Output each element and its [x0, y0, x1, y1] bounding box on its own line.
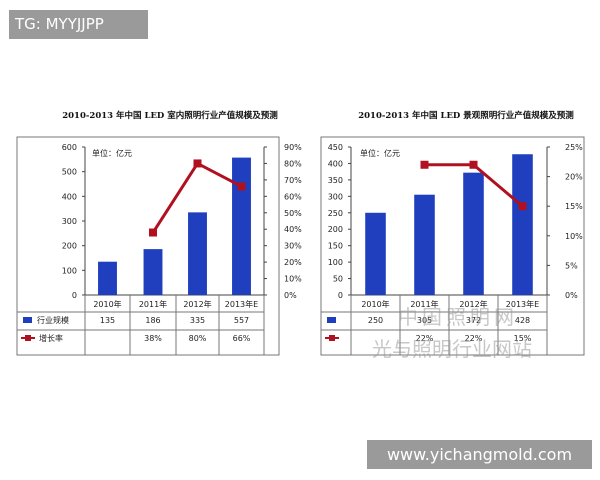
- chart1-y-tick-label: 500: [62, 168, 77, 177]
- chart1-table-value: 135: [100, 316, 115, 325]
- chart2-y-tick-label: 50: [333, 275, 343, 284]
- chart1-frame: [16, 136, 280, 356]
- chart2-y2-tick-label: 15%: [565, 202, 583, 211]
- chart1-y2-tick-label: 20%: [284, 258, 302, 267]
- chart2-y-tick-label: 200: [328, 225, 343, 234]
- chart2-growth-point: [420, 160, 429, 169]
- chart2-growth-point: [518, 202, 527, 211]
- chart1-legend-bar-swatch: [23, 317, 32, 323]
- watermark-line1: 中国照明网: [398, 305, 518, 329]
- chart1-bar: [188, 212, 207, 295]
- chart2-unit-label: 单位：亿元: [360, 148, 400, 158]
- chart1-y-tick-label: 400: [62, 192, 77, 201]
- chart2-y-tick-label: 100: [328, 258, 343, 267]
- chart1-legend-bar-label: 行业规模: [37, 315, 69, 325]
- chart1-unit-label: 单位：亿元: [92, 148, 132, 158]
- chart2-table-value: 305: [417, 316, 432, 325]
- chart2-frame: [320, 136, 585, 356]
- chart2-table-rate: 22%: [465, 334, 483, 343]
- chart2-bar: [414, 194, 435, 295]
- chart2-bar: [463, 172, 484, 295]
- chart1-y2-tick-label: 90%: [284, 143, 302, 152]
- chart1-growth-point: [237, 182, 246, 191]
- chart1-growth-point: [149, 228, 157, 237]
- chart1-y2-tick-label: 40%: [284, 225, 302, 234]
- chart1-legend-line-label: 增长率: [39, 333, 63, 343]
- chart2-x-tick-label: 2011年: [410, 299, 438, 309]
- chart2-legend-bar-swatch: [327, 317, 336, 323]
- chart1-y-tick-label: 100: [62, 266, 77, 275]
- chart2-bar: [365, 212, 386, 295]
- chart2-table-value: 372: [466, 316, 481, 325]
- chart1-table-rate: 80%: [189, 334, 207, 343]
- chart1-growth-point: [193, 159, 202, 168]
- chart2-table-rate: 15%: [514, 334, 532, 343]
- chart1-table-value: 335: [190, 316, 205, 325]
- chart1-bar: [98, 261, 117, 295]
- chart2-y-tick-label: 400: [328, 159, 343, 168]
- chart1-title: 2010-2013 年中国 LED 室内照明行业产值规模及预测: [62, 110, 278, 121]
- chart1-table-rate: 66%: [233, 334, 251, 343]
- chart1-x-tick-label: 2012年: [183, 299, 211, 309]
- chart2-y2-tick-label: 10%: [565, 232, 583, 241]
- chart1-y-tick-label: 300: [62, 217, 77, 226]
- chart1-x-tick-label: 2013年E: [225, 299, 258, 309]
- chart1-x-tick-label: 2010年: [93, 299, 121, 309]
- chart2-x-tick-label: 2010年: [361, 299, 389, 309]
- watermark-line2: 光与照明行业网站: [372, 337, 532, 361]
- chart2-y-tick-label: 350: [328, 176, 343, 185]
- chart2-y-tick-label: 150: [328, 242, 343, 251]
- chart1-y2-tick-label: 60%: [284, 192, 302, 201]
- chart2-x-tick-label: 2013年E: [506, 299, 539, 309]
- chart1-x-tick-label: 2011年: [139, 299, 167, 309]
- chart2-y-tick-label: 0: [338, 291, 343, 300]
- chart1-legend-line-marker: [25, 335, 31, 341]
- chart1-y2-tick-label: 50%: [284, 209, 302, 218]
- chart1-table-value: 186: [145, 316, 160, 325]
- chart1-table-rate: 38%: [144, 334, 162, 343]
- chart2-y2-tick-label: 5%: [565, 261, 578, 270]
- chart1-y-tick-label: 600: [62, 143, 77, 152]
- chart1-table-value: 557: [234, 316, 249, 325]
- chart1-bar: [143, 249, 163, 295]
- chart2-y-tick-label: 250: [328, 209, 343, 218]
- website-url-label[interactable]: www.yichangmold.com: [367, 440, 592, 469]
- chart2-bar: [512, 154, 533, 295]
- chart1-y2-tick-label: 0%: [284, 291, 297, 300]
- chart2-y-tick-label: 300: [328, 192, 343, 201]
- chart2-y2-tick-label: 20%: [565, 173, 583, 182]
- chart2-y-tick-label: 450: [328, 143, 343, 152]
- chart2-x-tick-label: 2012年: [459, 299, 487, 309]
- chart1-y-tick-label: 200: [62, 242, 77, 251]
- chart2-legend-line-marker: [329, 335, 335, 341]
- chart2-y2-tick-label: 0%: [565, 291, 578, 300]
- chart1-y2-tick-label: 30%: [284, 242, 302, 251]
- chart1-y2-tick-label: 10%: [284, 275, 302, 284]
- chart2-table-value: 428: [515, 316, 530, 325]
- tg-label: TG: MYYJJPP: [9, 10, 148, 39]
- chart2-growth-point: [469, 160, 478, 169]
- chart2-table-rate: 22%: [416, 334, 434, 343]
- chart2-y2-tick-label: 25%: [565, 143, 583, 152]
- chart1-y2-tick-label: 80%: [284, 159, 302, 168]
- chart2-title: 2010-2013 年中国 LED 景观照明行业产值规模及预测: [358, 110, 574, 121]
- chart1-bar: [232, 157, 251, 295]
- chart2-table-value: 250: [368, 316, 383, 325]
- chart1-y2-tick-label: 70%: [284, 176, 302, 185]
- chart1-y-tick-label: 0: [72, 291, 77, 300]
